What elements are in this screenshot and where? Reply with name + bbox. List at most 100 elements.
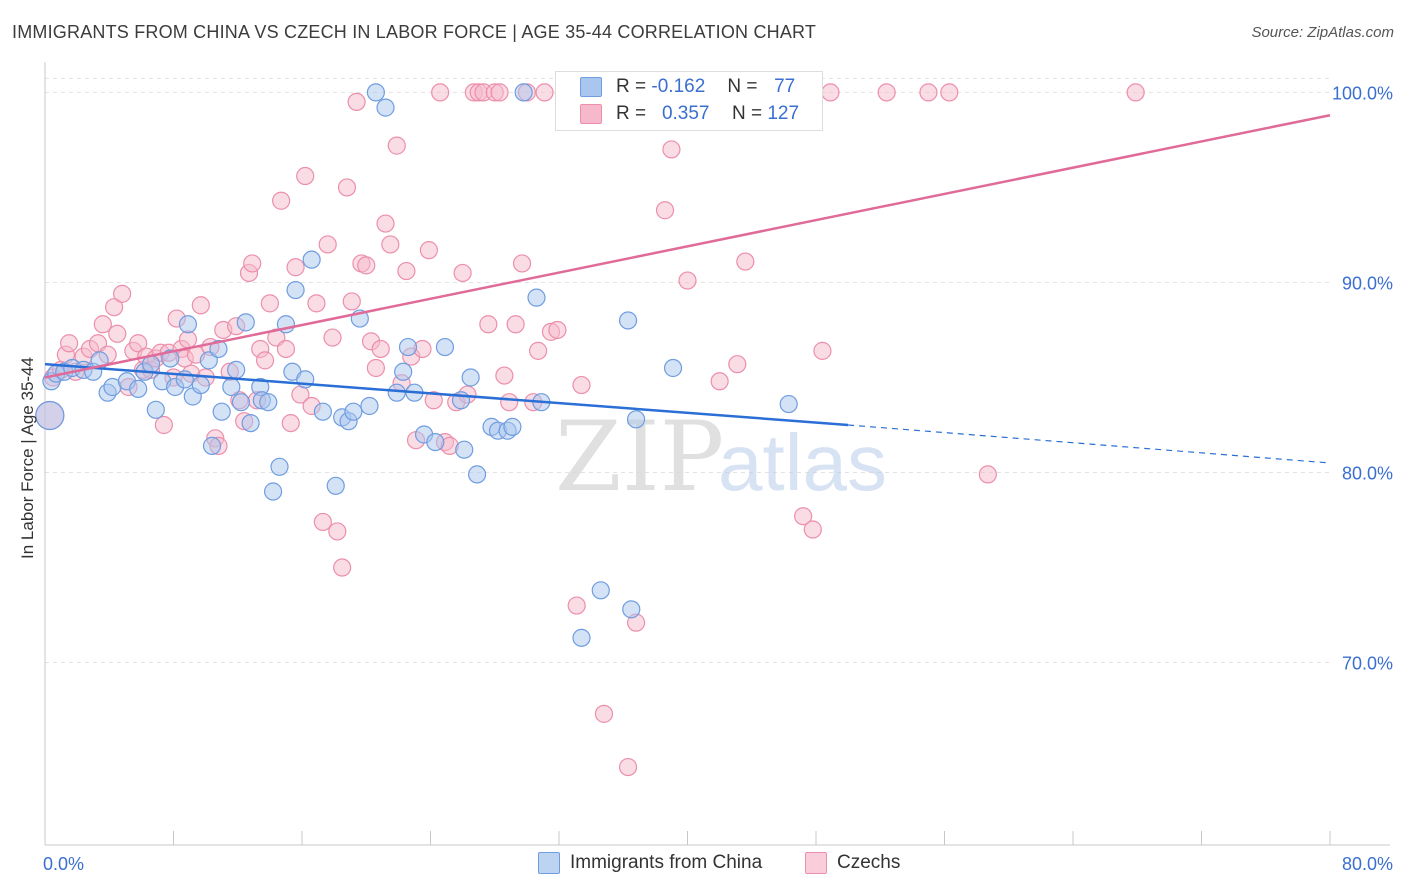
china-point [344,402,363,421]
czech-point [594,704,614,723]
china-point [146,400,165,419]
czech-point [618,757,638,777]
czech-point [495,366,514,385]
china-point [178,315,198,334]
czech-point [387,136,406,155]
y-tick-label: 70.0% [1342,654,1393,674]
china-point [503,417,522,436]
china-point [455,440,474,459]
czech-point [919,83,938,102]
y-tick-labels: 70.0% 80.0% 90.0% 100.0% [1332,83,1393,673]
x-tick-label-min: 0.0% [43,854,84,874]
china-point [270,457,289,476]
china-point [426,432,445,452]
czech-point [191,296,210,315]
czech-point [662,140,681,159]
czech-point [710,372,729,391]
n-value: 127 [767,103,800,124]
china-point [663,358,683,378]
czech-point [678,271,697,290]
czech-point [877,83,896,102]
czech-point [381,235,400,254]
stats-legend: R = -0.162 N = 77 R = 0.357 N = 127 [555,71,823,131]
r-value: -0.162 [651,76,706,97]
china-point [527,288,546,307]
czech-point [323,328,342,347]
legend-item-czech: Czechs [805,852,900,874]
x-tick-label-max: 80.0% [1342,854,1393,874]
czech-point [512,254,532,273]
china-point [326,476,345,495]
czech-legend-label: Czechs [837,852,901,873]
china-legend-swatch [538,852,560,874]
czech-point [535,83,554,102]
china-point [263,482,283,501]
legend-item-china: Immigrants from China [538,852,762,874]
china-point [212,402,231,421]
china-point [618,311,638,330]
china-point [360,396,379,416]
czech-point [59,334,79,353]
czech-point [272,191,291,210]
china-point [313,402,332,421]
china-point [209,339,228,359]
czech-point [567,596,586,615]
china-point [398,337,418,357]
czech-point [347,92,366,112]
czech-point [397,261,416,281]
y-tick-label: 100.0% [1332,83,1393,103]
czech-point [736,252,755,271]
czech-point [337,178,357,197]
czech-point [803,520,822,539]
china-legend-label: Immigrants from China [570,852,763,873]
y-tick-label: 90.0% [1342,273,1393,293]
czech-point [260,294,279,313]
czech-point [940,83,959,102]
czech-point [313,512,332,532]
czech-point [286,258,305,277]
czech-point [728,355,747,374]
china-point [387,383,406,402]
czech-point [529,341,548,360]
china-point [461,368,480,387]
china-point [202,436,222,455]
czech-point [154,415,173,435]
china-point [286,280,305,300]
czech-point [794,507,813,526]
czech-point [342,292,361,311]
r-label: R = [616,103,647,124]
china-point [366,83,385,102]
czech-point [296,166,315,186]
czech-point [978,465,997,484]
czech-legend-swatch [805,852,827,874]
china-trend-line [44,362,849,427]
china-point [302,250,321,269]
czech-point [104,298,124,317]
china-point [231,393,251,412]
china-swatch [580,77,602,97]
czech-point [371,339,390,359]
china-point [35,400,65,431]
axes [44,62,1390,846]
czech-point [424,391,443,410]
china-point [376,98,395,117]
czech-point [821,83,840,102]
china-point [572,628,591,647]
czech-point [366,358,385,378]
china-point [222,377,241,397]
china-point [227,360,246,379]
china-point [779,394,798,414]
china-point [626,410,646,429]
czech-point [431,83,450,102]
czech-point [506,315,525,334]
czech-point [655,201,675,220]
czech-point [548,320,567,340]
china-point [236,313,255,332]
china-point [622,600,641,619]
czech-point [1126,83,1145,102]
czech-point [318,235,337,254]
czech-point [357,256,376,275]
china-point [191,375,210,395]
czech-point [813,341,832,360]
